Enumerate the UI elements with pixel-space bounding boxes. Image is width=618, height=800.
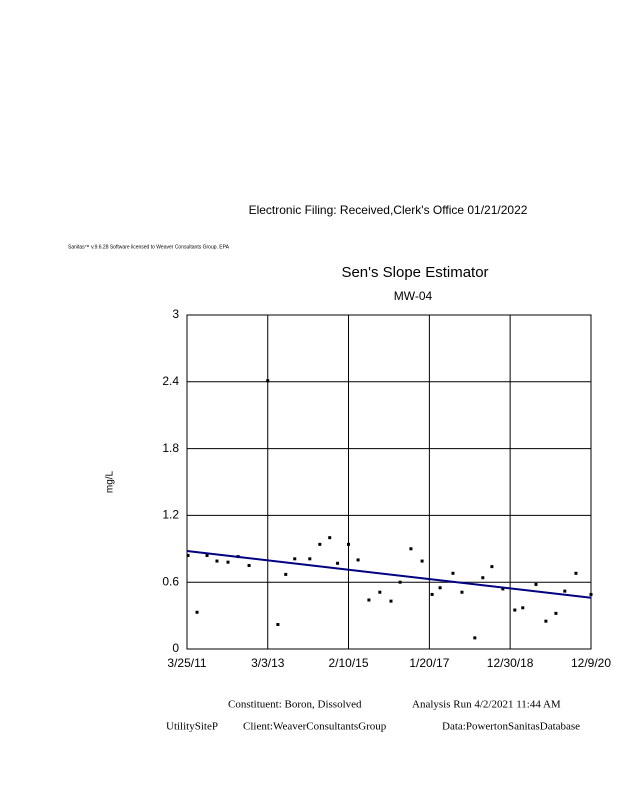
data-point (356, 558, 360, 562)
data-point (293, 557, 297, 561)
data-point (589, 592, 593, 596)
data-point (318, 542, 322, 546)
plot-frame (186, 314, 592, 650)
y-tick-label: 0 (172, 641, 179, 655)
data-point (367, 598, 371, 602)
data-point (276, 623, 280, 627)
data-point (554, 611, 558, 615)
footer-site: UtilitySiteP (166, 721, 218, 733)
data-point (205, 553, 209, 557)
x-tick-label: 1/20/17 (409, 656, 449, 670)
y-tick-label: 2.4 (162, 374, 179, 388)
chart-subtitle: MW-04 (394, 289, 433, 303)
data-point (195, 610, 199, 614)
data-point (563, 589, 567, 593)
x-tick-label: 12/9/20 (571, 656, 611, 670)
data-point (534, 582, 538, 586)
data-point (389, 599, 393, 603)
data-point (328, 536, 332, 540)
trend-line (186, 550, 592, 599)
x-tick-label: 2/10/15 (328, 656, 368, 670)
data-point (451, 571, 455, 575)
footer-constituent: Constituent: Boron, Dissolved (228, 699, 362, 711)
data-point (398, 580, 402, 584)
footer-client: Client:WeaverConsultantsGroup (243, 721, 387, 733)
y-tick-label: 1.8 (162, 441, 179, 455)
data-point (481, 576, 485, 580)
x-tick-label: 3/25/11 (167, 656, 206, 670)
y-tick-label: 1.2 (162, 508, 179, 522)
data-point (460, 590, 464, 594)
data-point (308, 557, 312, 561)
data-point (186, 553, 190, 557)
x-tick-label: 12/30/18 (487, 656, 534, 670)
data-point (521, 606, 525, 610)
chart-title: Sen's Slope Estimator (341, 264, 488, 281)
data-point (473, 636, 477, 640)
data-point (574, 571, 578, 575)
data-point (284, 572, 288, 576)
data-point (501, 587, 505, 591)
data-point (378, 590, 382, 594)
data-point (438, 586, 442, 590)
data-point (266, 379, 270, 383)
data-point (215, 559, 219, 563)
data-point (247, 564, 251, 567)
y-tick-label: 3 (172, 307, 179, 321)
data-point (513, 608, 517, 612)
footer-database: Data:PowertonSanitasDatabase (442, 721, 580, 733)
y-axis-label: mg/L (105, 470, 116, 493)
license-note: Sanitas™ v.9.6.28 Software licensed to W… (68, 244, 230, 250)
x-tick-label: 3/3/13 (251, 656, 285, 670)
data-point (336, 561, 340, 565)
footer-analysis: Analysis Run 4/2/2021 11:44 AM (412, 699, 561, 711)
data-point (544, 619, 548, 623)
data-point (490, 565, 494, 569)
data-point (226, 560, 230, 564)
data-point (409, 547, 413, 551)
y-tick-label: 0.6 (162, 574, 179, 588)
data-point (420, 559, 424, 563)
filing-header: Electronic Filing: Received,Clerk's Offi… (249, 203, 528, 217)
data-point (430, 592, 434, 596)
data-point (347, 542, 351, 546)
